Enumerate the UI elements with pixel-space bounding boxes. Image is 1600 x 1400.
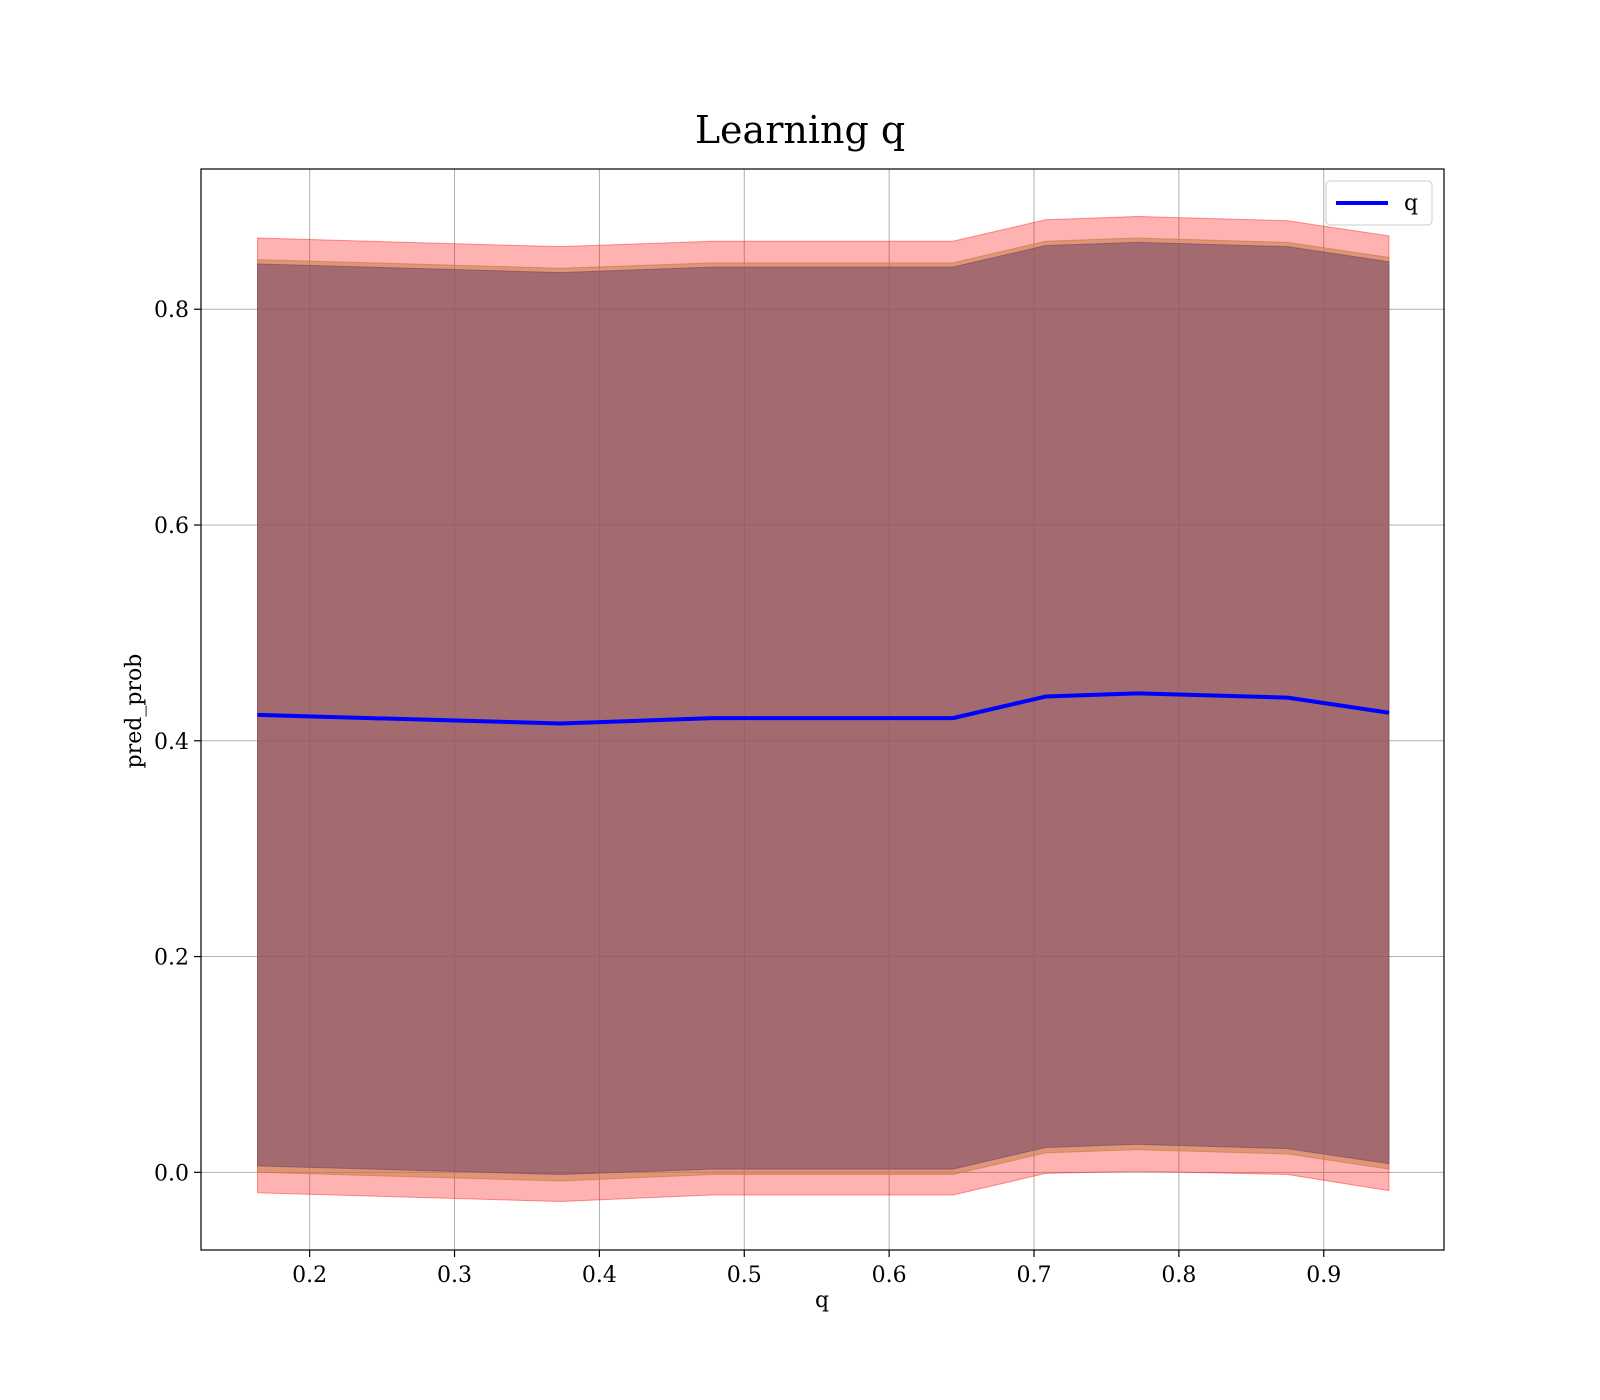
- series-lines: [257, 691, 1390, 726]
- x-tick-label: 0.5: [727, 1263, 762, 1288]
- y-tick-label: 0.2: [154, 946, 189, 971]
- x-tick-label: 0.8: [1161, 1263, 1196, 1288]
- y-tick-label: 0.6: [154, 514, 189, 539]
- x-axis-label: q: [815, 1288, 829, 1313]
- x-tick-label: 0.9: [1306, 1263, 1341, 1288]
- legend-label: q: [1404, 191, 1418, 216]
- confidence-band: [257, 241, 1390, 1175]
- x-tick-label: 0.7: [1017, 1263, 1052, 1288]
- x-tick-label: 0.2: [292, 1263, 327, 1288]
- confidence-bands: [257, 215, 1390, 1202]
- y-tick-label: 0.8: [154, 298, 189, 323]
- x-axis-ticks: 0.2 0.3 0.4 0.5 0.6 0.7 0.8 0.9: [292, 1250, 1341, 1288]
- y-axis-label: pred_prob: [122, 654, 147, 769]
- plot-frame: [200, 168, 1445, 1251]
- series-line-q: [257, 691, 1390, 726]
- x-tick-label: 0.3: [437, 1263, 472, 1288]
- y-tick-label: 0.4: [154, 730, 189, 755]
- x-tick-label: 0.6: [872, 1263, 907, 1288]
- y-tick-label: 0.0: [154, 1161, 189, 1186]
- y-axis-ticks: 0.0 0.2 0.4 0.6 0.8: [154, 298, 201, 1186]
- chart-title: Learning q: [695, 108, 905, 152]
- legend: q: [1325, 180, 1433, 226]
- x-tick-label: 0.4: [582, 1263, 617, 1288]
